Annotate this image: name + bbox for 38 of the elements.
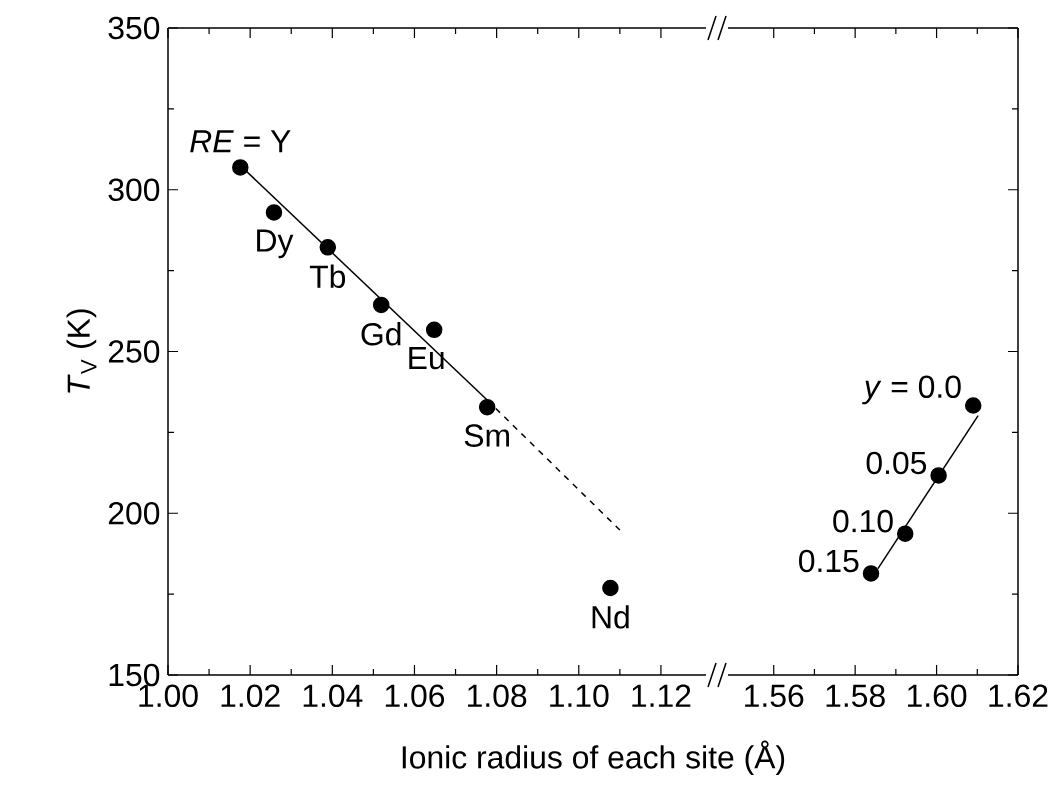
- point: [862, 565, 880, 582]
- annotation: RE = Y: [190, 130, 291, 153]
- y-tick-label: 250: [108, 340, 160, 363]
- x-axis-title: Ionic radius of each site (Å): [402, 740, 785, 775]
- x-tick-label: 1.62: [989, 684, 1048, 708]
- annotation: 0.05: [866, 451, 927, 475]
- annotation: Dy: [257, 229, 294, 259]
- x-tick-label: 1.10: [550, 684, 609, 708]
- annotation: Gd: [361, 322, 401, 346]
- y-tick-label: 200: [108, 501, 160, 525]
- annotation: 0.10: [833, 509, 893, 533]
- annotation: Tb: [309, 264, 346, 288]
- y-tick-label: 300: [108, 178, 160, 202]
- point: [372, 296, 390, 314]
- annotation: Eu: [409, 347, 444, 370]
- y-tick-label: 350: [108, 16, 160, 40]
- y-axis-title: T$_{V}$ (K): [66, 309, 97, 393]
- point: [425, 321, 443, 339]
- point: [930, 467, 947, 484]
- x-tick-label: 1.06: [385, 684, 445, 708]
- annotation: y = 0.0: [862, 375, 961, 405]
- point: [265, 204, 283, 221]
- annotation: Sm: [464, 424, 509, 447]
- point: [896, 525, 914, 542]
- annotation: 0.15: [799, 549, 859, 573]
- point: [232, 159, 249, 176]
- x-tick-label: 1.04: [303, 684, 363, 708]
- x-tick-label: 1.12: [632, 684, 691, 707]
- point: [319, 239, 337, 256]
- x-tick-label: 1.56: [745, 684, 804, 708]
- point: [964, 397, 982, 414]
- x-tick-label: 1.08: [468, 684, 527, 708]
- x-tick-label: 1.58: [826, 684, 885, 708]
- x-tick-label: 1.60: [907, 684, 967, 708]
- point: [602, 579, 619, 597]
- x-tick-label: 1.02: [221, 684, 280, 708]
- annotation: Nd: [592, 605, 629, 629]
- point: [478, 398, 496, 416]
